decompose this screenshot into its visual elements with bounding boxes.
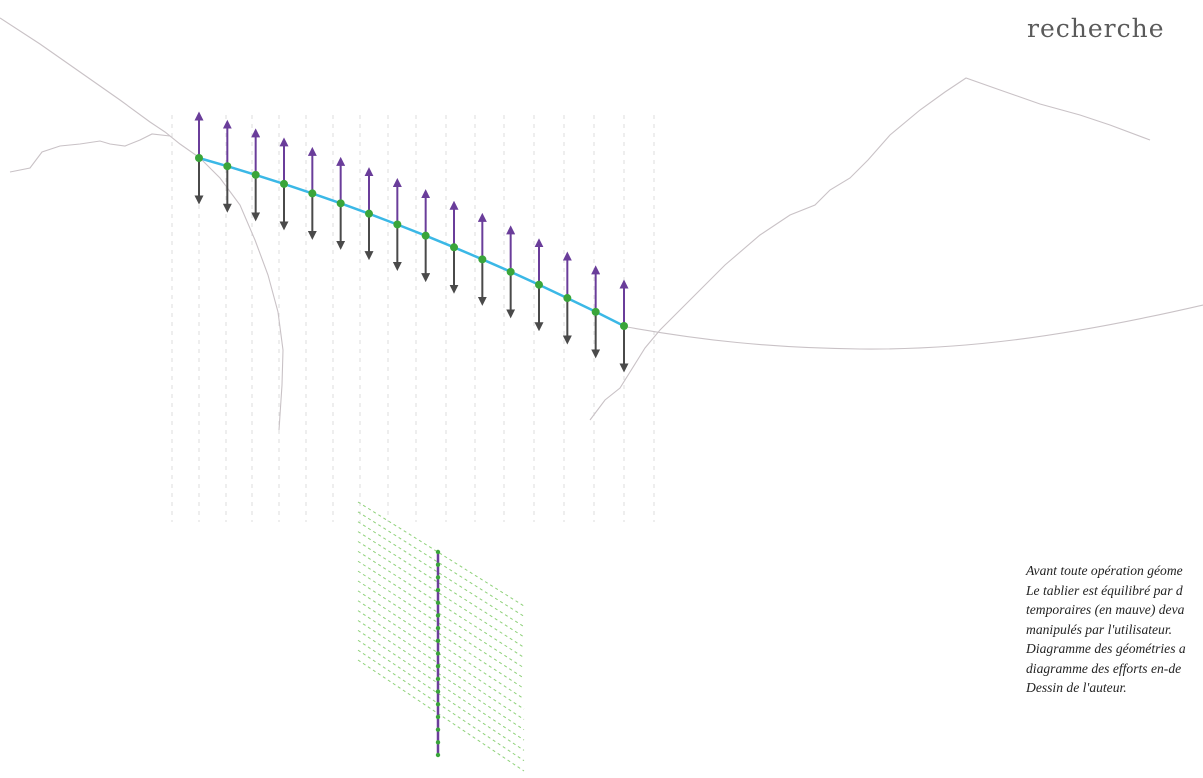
force-polygon-ray [357, 590, 525, 700]
force-polygon-ray [357, 629, 525, 741]
deck-node [591, 307, 600, 316]
deck-node [421, 231, 430, 240]
force-polygon-diagram [357, 501, 525, 772]
force-polygon-ray [357, 639, 525, 751]
force-polygon-ray [357, 600, 525, 710]
deck-node [365, 209, 373, 218]
force-arrows [194, 111, 629, 373]
force-polygon-ray [357, 511, 525, 617]
deck-node [478, 255, 487, 264]
force-polygon-node [435, 714, 441, 720]
terrain-right-mountain [589, 77, 1151, 421]
force-polygon-ray [357, 531, 525, 638]
deck-node [506, 267, 515, 276]
caption-line: Dessin de l'auteur. [1026, 680, 1127, 695]
force-polygon-ray [357, 659, 525, 772]
force-polygon-ray [357, 550, 525, 658]
vertical-dashed-guides [171, 115, 655, 522]
deck-node [393, 220, 402, 229]
force-polygon-ray [357, 610, 525, 720]
caption-line: temporaires (en mauve) deva [1026, 602, 1185, 617]
force-polygon-node [435, 727, 441, 732]
force-polygon-ray [357, 620, 525, 731]
force-polygon-node [435, 676, 441, 682]
force-polygon-node [435, 740, 441, 745]
bridge-deck-curve [198, 156, 625, 328]
force-polygon-node [435, 689, 441, 694]
deck-node [336, 199, 345, 208]
force-polygon-node [435, 638, 441, 644]
deck-node [450, 243, 458, 252]
deck-node [308, 189, 317, 198]
caption-line: Avant toute opération géome [1026, 563, 1183, 578]
deck-node [620, 322, 628, 330]
force-polygon-ray [357, 560, 525, 669]
force-polygon-node [435, 625, 441, 631]
caption-line: manipulés par l'utilisateur. [1026, 621, 1173, 637]
force-polygon-node [435, 562, 441, 567]
force-polygon-node [435, 613, 441, 618]
caption-line: Le tablier est équilibré par d [1026, 582, 1183, 598]
force-polygon-node [435, 702, 441, 707]
deck-node [251, 170, 260, 179]
deck-nodes [195, 154, 628, 330]
force-polygon-ray [357, 541, 525, 648]
terrain-lines [0, 17, 1203, 431]
force-polygon-node [435, 600, 441, 605]
terrain-left-ridge [9, 133, 171, 173]
deck-node [535, 280, 543, 289]
caption-line: Diagramme des géométries a [1026, 641, 1186, 656]
force-polygon-ray [357, 501, 525, 607]
force-polygon-node [435, 549, 441, 555]
deck-node [280, 179, 288, 188]
force-polygon-ray [357, 580, 525, 689]
figure-caption: Avant toute opération géome Le tablier e… [1026, 561, 1203, 698]
force-polygon-ray [357, 570, 525, 679]
force-polygon-node [435, 587, 441, 593]
force-polygon-node [435, 752, 441, 758]
force-polygon-node [435, 575, 441, 580]
section-heading: recherche [1027, 14, 1165, 43]
force-polygon-ray [357, 649, 525, 762]
terrain-left-slope [0, 17, 284, 431]
caption-line: diagramme des efforts en-de [1026, 660, 1182, 676]
deck-node [563, 294, 572, 303]
force-polygon-node [435, 663, 441, 669]
terrain-right-valley [626, 304, 1203, 350]
deck-node [223, 162, 232, 171]
force-polygon-node [435, 651, 441, 656]
deck-node [195, 154, 203, 162]
force-polygon-ray [357, 521, 525, 628]
